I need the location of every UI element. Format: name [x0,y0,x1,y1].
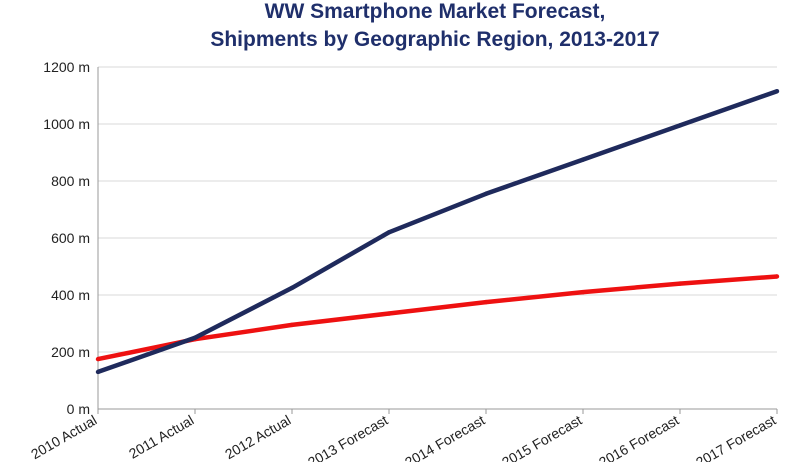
series-2-point [289,322,295,328]
series-line-1 [97,89,778,375]
x-axis-ticks: 2010 Actual 2011 Actual 2012 Actual 2013 Fo… [28,409,779,462]
series-1-point [95,369,101,375]
series-1-point [192,335,198,340]
gridlines [97,66,777,410]
x-tick-label: 2011 Actual [126,412,196,462]
series-2-point [580,289,586,295]
series-1-point [774,89,780,94]
series-lines [95,89,780,375]
series-2-point [774,274,780,279]
series-1-point [386,230,392,235]
x-tick-label: 2017 Forecast [693,412,779,462]
x-tick-label: 2012 Actual [222,412,293,462]
chart-title-line-2: Shipments by Geographic Region, 2013-201… [210,28,659,51]
x-tick-label: 2016 Forecast [596,412,682,462]
series-1-point [483,191,489,197]
x-tick-label: 2015 Forecast [499,412,585,462]
y-tick-label: 400 m [51,287,90,303]
x-tick-label: 2014 Forecast [402,412,488,462]
series-1-point [677,123,683,128]
series-2-point [95,356,101,362]
y-tick-label: 1200 m [43,59,90,75]
x-tick-label: 2010 Actual [28,412,99,462]
series-line-2 [97,274,778,362]
y-tick-label: 600 m [51,230,90,246]
y-tick-label: 800 m [51,173,90,189]
series-2-point [386,311,392,316]
series-2-point [677,281,683,286]
y-axis-ticks: 0 m 200 m 400 m 600 m 800 m 1000 m 1200 m [43,59,90,417]
y-tick-label: 0 m [67,401,90,417]
chart-title-line-1: WW Smartphone Market Forecast, [265,0,606,23]
y-tick-label: 1000 m [43,116,90,132]
series-2-point [483,299,489,305]
x-tick-label: 2013 Forecast [305,412,391,462]
series-1-point [289,285,295,291]
series-1-point [580,157,586,162]
y-tick-label: 200 m [51,344,90,360]
